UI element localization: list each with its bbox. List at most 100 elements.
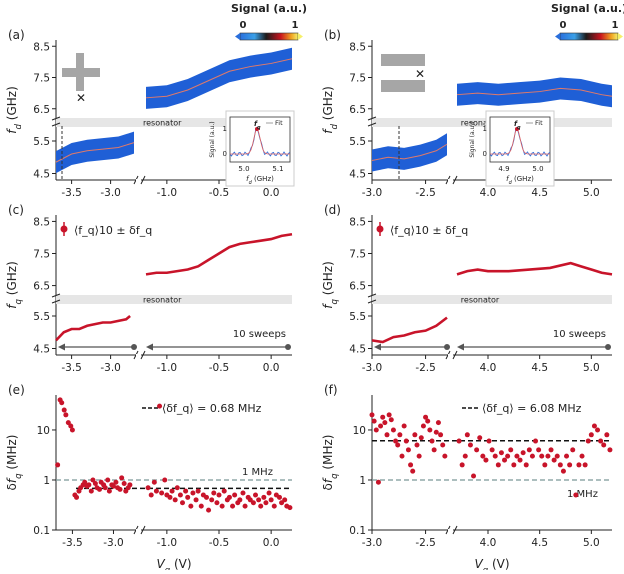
panel-b-label: (b) [324, 28, 341, 42]
panel-f-data-point [418, 435, 424, 441]
panel-d-ylabel: fq (GHz) [321, 261, 340, 309]
panel-e-data-point [63, 412, 69, 418]
panel-a-xtick-label: -1.0 [157, 187, 178, 199]
panel-c-ytick-label: 8.5 [33, 216, 50, 228]
b-colorbar-min: 0 [560, 20, 567, 31]
panel-b-ytick-label: 6.5 [349, 104, 366, 116]
panel-d-label: (d) [324, 203, 341, 217]
panel-f-data-point [542, 462, 548, 468]
panel-c-sweep-arrowhead [146, 343, 153, 351]
panel-d-fq-line [456, 261, 613, 276]
panel-e-data-point [237, 497, 243, 503]
panel-e-data-point [203, 494, 209, 500]
panel-d-sweep-start [444, 344, 450, 350]
panel-f-data-point [467, 442, 473, 448]
panel-e-data-point [253, 492, 258, 498]
panel-e-label: (e) [8, 383, 25, 397]
panel-e-data-point [121, 481, 127, 487]
panel-d-ytick-label: 8.5 [349, 216, 366, 228]
panel-b-inset-fit [490, 128, 550, 155]
panel-f-data-point [567, 462, 573, 468]
panel-b-xtick-label: 4.5 [531, 187, 548, 199]
b-device-gate-bottom [381, 80, 425, 92]
panel-b-fit-line [456, 87, 613, 97]
panel-a-ytick-label: 8.5 [33, 41, 50, 53]
panel-f-data-point [526, 447, 532, 453]
panel-d-sweep-start [605, 344, 611, 350]
b-device-gate-top [381, 54, 425, 66]
panel-c-label: (c) [8, 203, 24, 217]
panel-b-xtick-label: -2.5 [415, 187, 436, 199]
panel-f-data-point [529, 453, 535, 459]
panel-f-data-point [399, 453, 405, 459]
panel-d-ytick-label: 6.5 [349, 281, 366, 293]
panel-a-inset-ytick: 1 [223, 125, 227, 133]
panel-f-data-point [390, 427, 396, 433]
panel-d-sweeps-label: 10 sweeps [553, 329, 606, 340]
panel-e-data-point [68, 423, 74, 429]
panel-e-data-point [195, 488, 201, 494]
panel-e-data-point [86, 482, 92, 488]
panel-f-data-point [601, 442, 607, 448]
panel-f-data-point [489, 447, 495, 453]
panel-e-data-point [261, 494, 267, 500]
panel-f-data-point [492, 453, 498, 459]
panel-b-ytick-label: 7.5 [349, 73, 366, 85]
a-colorbar-max: 1 [292, 20, 299, 31]
panel-f-data-point [408, 462, 414, 468]
panel-a-inset-xtick: 5.1 [272, 165, 283, 173]
panel-a-signal-band [56, 131, 134, 174]
panel-f-data-point [464, 432, 470, 438]
panel-e-data-point [232, 492, 238, 498]
panel-f-data-point [539, 453, 545, 459]
panel-f-data-point [388, 417, 394, 423]
panel-f-ytick-label: 0.1 [349, 525, 366, 537]
panel-a-xtick-label: -3.0 [100, 187, 121, 199]
panel-e-data-point [198, 503, 204, 509]
panel-a-resonator-label: resonator [143, 119, 182, 128]
panel-f-data-point [401, 423, 407, 429]
panel-f-data-point [570, 447, 576, 453]
panel-e-ylabel: δfq (MHz) [5, 435, 24, 491]
panel-f-ytick-label: 10 [353, 425, 366, 437]
panel-e-data-point [282, 497, 288, 503]
panel-f-data-point [420, 423, 426, 429]
panel-e-data-point [216, 492, 222, 498]
panel-e-data-point [127, 482, 133, 488]
panel-e-one-mhz-label: 1 MHz [242, 467, 273, 478]
panel-e-xtick-label: -3.0 [103, 537, 124, 549]
panel-f-data-point [607, 447, 613, 453]
panel-e-data-point [59, 400, 65, 406]
panel-e-data-point [172, 497, 178, 503]
panel-f-data-point [410, 468, 416, 474]
panel-f-xlabel: Vg (V) [474, 557, 509, 570]
panel-f-data-point [384, 432, 390, 438]
panel-f-data-point [397, 432, 403, 438]
b-colorbar-arrow-left [555, 33, 560, 40]
panel-f-data-point [579, 453, 585, 459]
panel-b-inset: fq Fit 1 0 4.9 5.0 fd (GHz) Signal (a.u.) [469, 110, 555, 187]
panel-e-data-point [230, 503, 236, 509]
panel-e-data-point [279, 500, 285, 506]
panel-e-data-point [97, 486, 103, 492]
panel-f-ylabel: δfq (MHz) [321, 435, 340, 491]
panel-e-data-point [105, 477, 111, 483]
panel-e-data-point [240, 490, 246, 496]
panel-a-resonator-band [56, 118, 292, 127]
panel-b-xtick-label: 5.0 [583, 187, 600, 199]
a-colorbar-label: Signal (a.u.) [231, 2, 307, 15]
panel-b-signal-band [372, 133, 447, 172]
a-colorbar [239, 32, 299, 41]
panel-f-data-point [573, 492, 579, 498]
panel-b-xtick-label: 4.0 [480, 187, 497, 199]
panel-a-ytick-label: 6.5 [33, 104, 50, 116]
panel-f-data-point [435, 420, 441, 426]
panel-f-data-point [505, 453, 511, 459]
panel-f-data-point [536, 447, 542, 453]
panel-f-data-point [378, 423, 384, 429]
panel-e-ytick-label: 1 [43, 475, 50, 487]
panel-f-data-point [595, 427, 601, 433]
panel-f-legend-text: ⟨δf_q⟩ = 6.08 MHz [482, 402, 582, 415]
panel-f-data-point [588, 432, 594, 438]
panel-d-legend-text: ⟨f_q⟩10 ± δf_q [390, 224, 468, 237]
